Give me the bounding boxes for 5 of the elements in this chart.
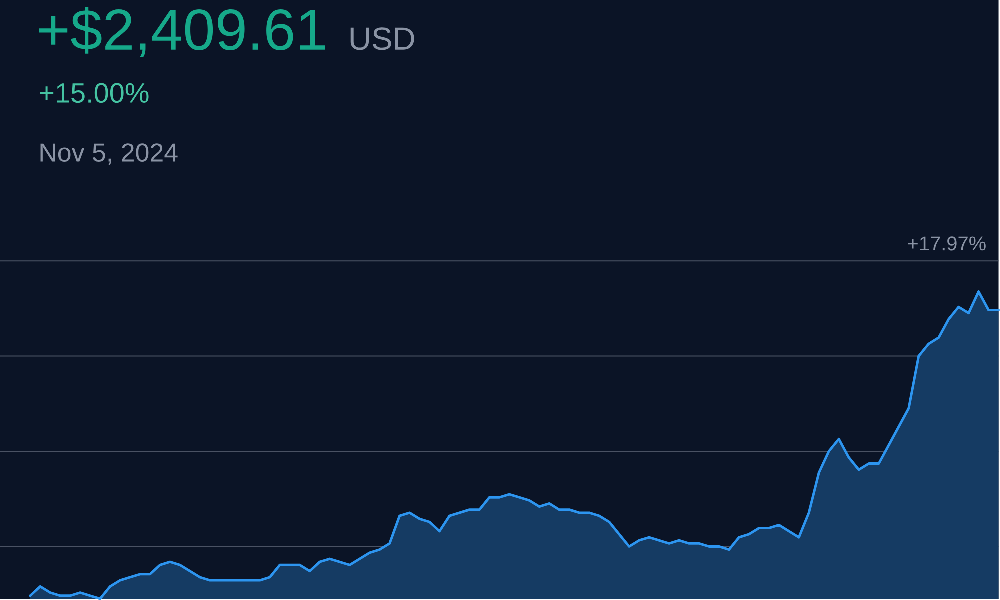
text: +17.97% [908,236,986,251]
chart-subtitle: +15.00% [40,83,149,103]
text: USD [350,28,414,50]
text: Nov 5, 2024 [40,143,178,165]
chart-title: +$2,409.61 [39,6,326,58]
